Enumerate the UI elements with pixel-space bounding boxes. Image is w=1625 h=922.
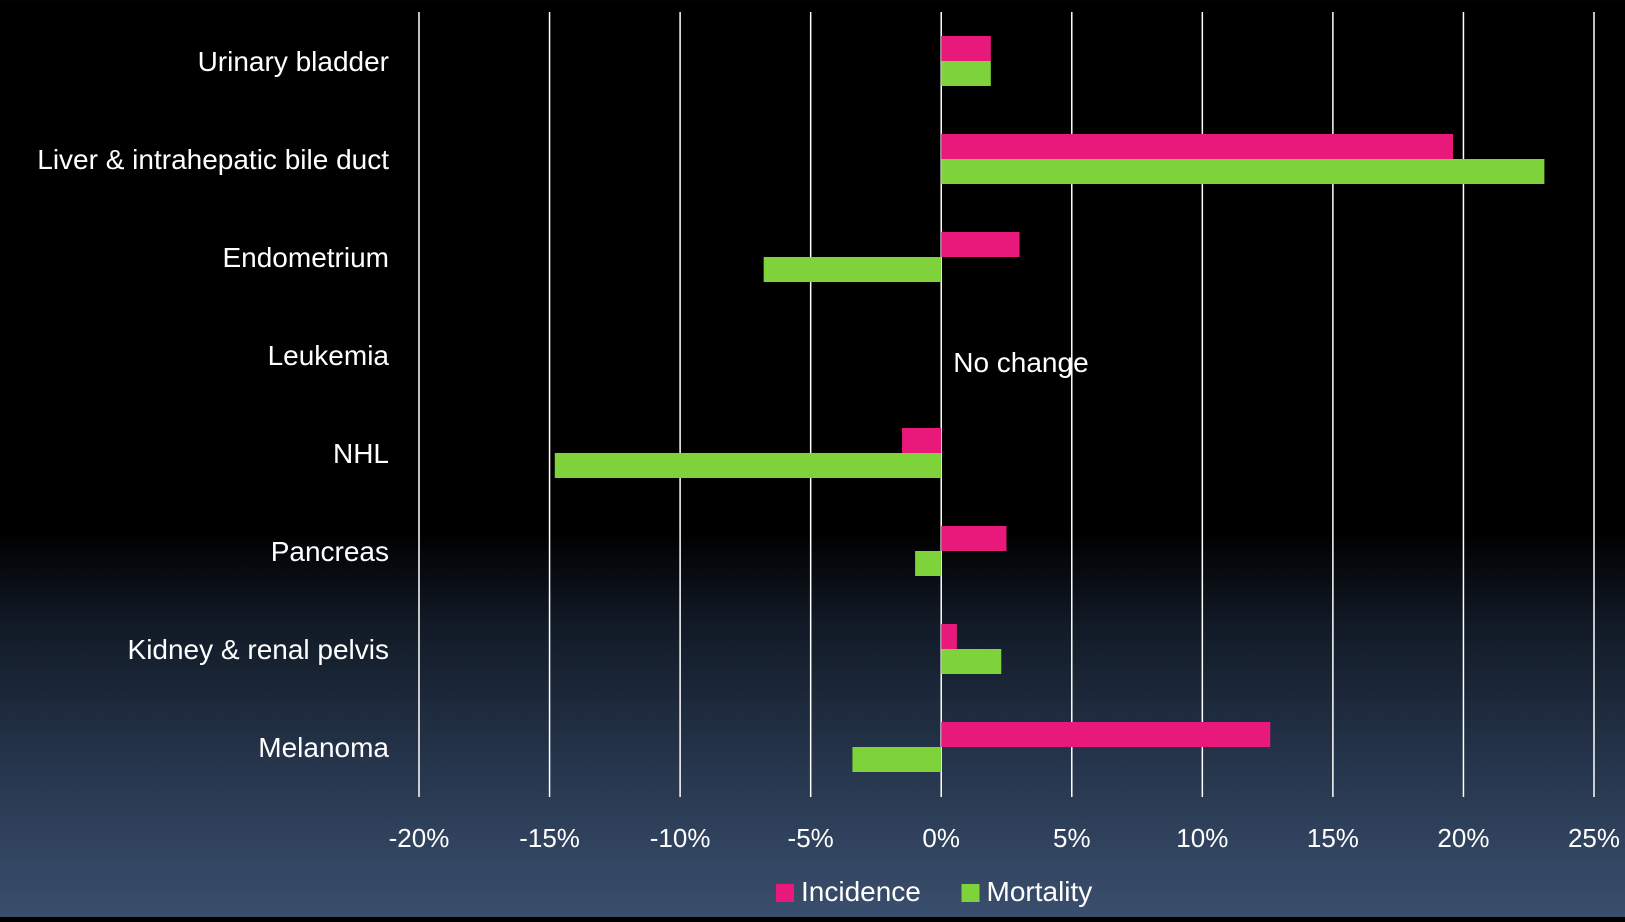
category-label: Kidney & renal pelvis [128,634,389,665]
grid-lines [418,12,1595,797]
category-label: Liver & intrahepatic bile duct [37,144,389,175]
bar-mortality [915,551,942,576]
bar-incidence [941,232,1020,257]
bars [554,36,1545,772]
legend: Incidence Mortality [776,876,1092,907]
x-tick-label: -5% [788,823,834,853]
category-label: Pancreas [271,536,389,567]
bar-mortality [941,61,991,86]
legend-label-incidence: Incidence [801,876,921,907]
x-tick-label: 10% [1176,823,1228,853]
bar-mortality [763,257,942,282]
legend-label-mortality: Mortality [987,876,1093,907]
x-tick-label: -10% [650,823,711,853]
bar-mortality [941,159,1545,184]
x-tick-label: 0% [922,823,960,853]
bar-incidence [941,624,957,649]
x-tick-label: 20% [1437,823,1489,853]
category-label: Endometrium [222,242,389,273]
annotations: No change [953,347,1088,378]
bar-incidence [941,722,1271,747]
legend-swatch-mortality [961,884,980,902]
x-tick-label: -15% [519,823,580,853]
x-tick-label: 25% [1568,823,1620,853]
x-tick-label: -20% [389,823,450,853]
x-tick-label: 15% [1307,823,1359,853]
x-tick-label: 5% [1053,823,1091,853]
bar-incidence [902,428,942,453]
bar-incidence [941,134,1453,159]
bar-incidence [941,36,991,61]
bar-mortality [554,453,942,478]
category-label: Urinary bladder [198,46,389,77]
annotation-label: No change [953,347,1088,378]
x-tick-labels: -20% -15% -10% -5% 0% 5% 10% 15% 20% 25% [389,823,1620,853]
category-label: Leukemia [268,340,390,371]
bar-mortality [852,747,942,772]
category-label: NHL [333,438,389,469]
bar-incidence [941,526,1007,551]
category-labels: Urinary bladder Liver & intrahepatic bile… [37,46,389,763]
category-label: Melanoma [258,732,389,763]
bar-mortality [941,649,1002,674]
legend-swatch-incidence [776,884,794,902]
